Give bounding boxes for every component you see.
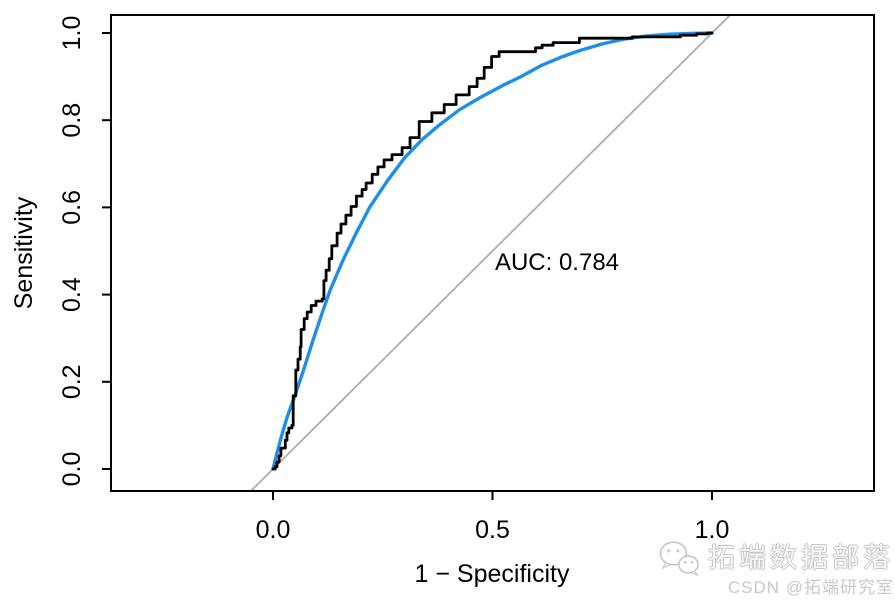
x-axis-tick-label: 1.0 [695, 516, 730, 544]
auc-annotation: AUC: 0.784 [495, 249, 619, 276]
y-axis-tick-label: 0.8 [58, 103, 86, 138]
x-axis-tick-label: 0.5 [475, 516, 510, 544]
y-axis-title: Sensitivity [10, 196, 38, 309]
y-axis-tick-label: 1.0 [58, 16, 86, 51]
y-axis-tick-label: 0.0 [58, 452, 86, 487]
plot-box [110, 14, 875, 492]
chance-diagonal-line [249, 15, 732, 491]
x-axis-tick-label: 0.0 [256, 516, 291, 544]
y-axis-tick-label: 0.2 [58, 364, 86, 399]
empirical-roc-curve [271, 31, 714, 471]
y-axis-tick-label: 0.6 [58, 190, 86, 225]
smoothed-roc-curve [271, 31, 714, 471]
y-axis-tick-label: 0.4 [58, 277, 86, 312]
x-axis-title: 1 − Specificity [415, 560, 570, 588]
